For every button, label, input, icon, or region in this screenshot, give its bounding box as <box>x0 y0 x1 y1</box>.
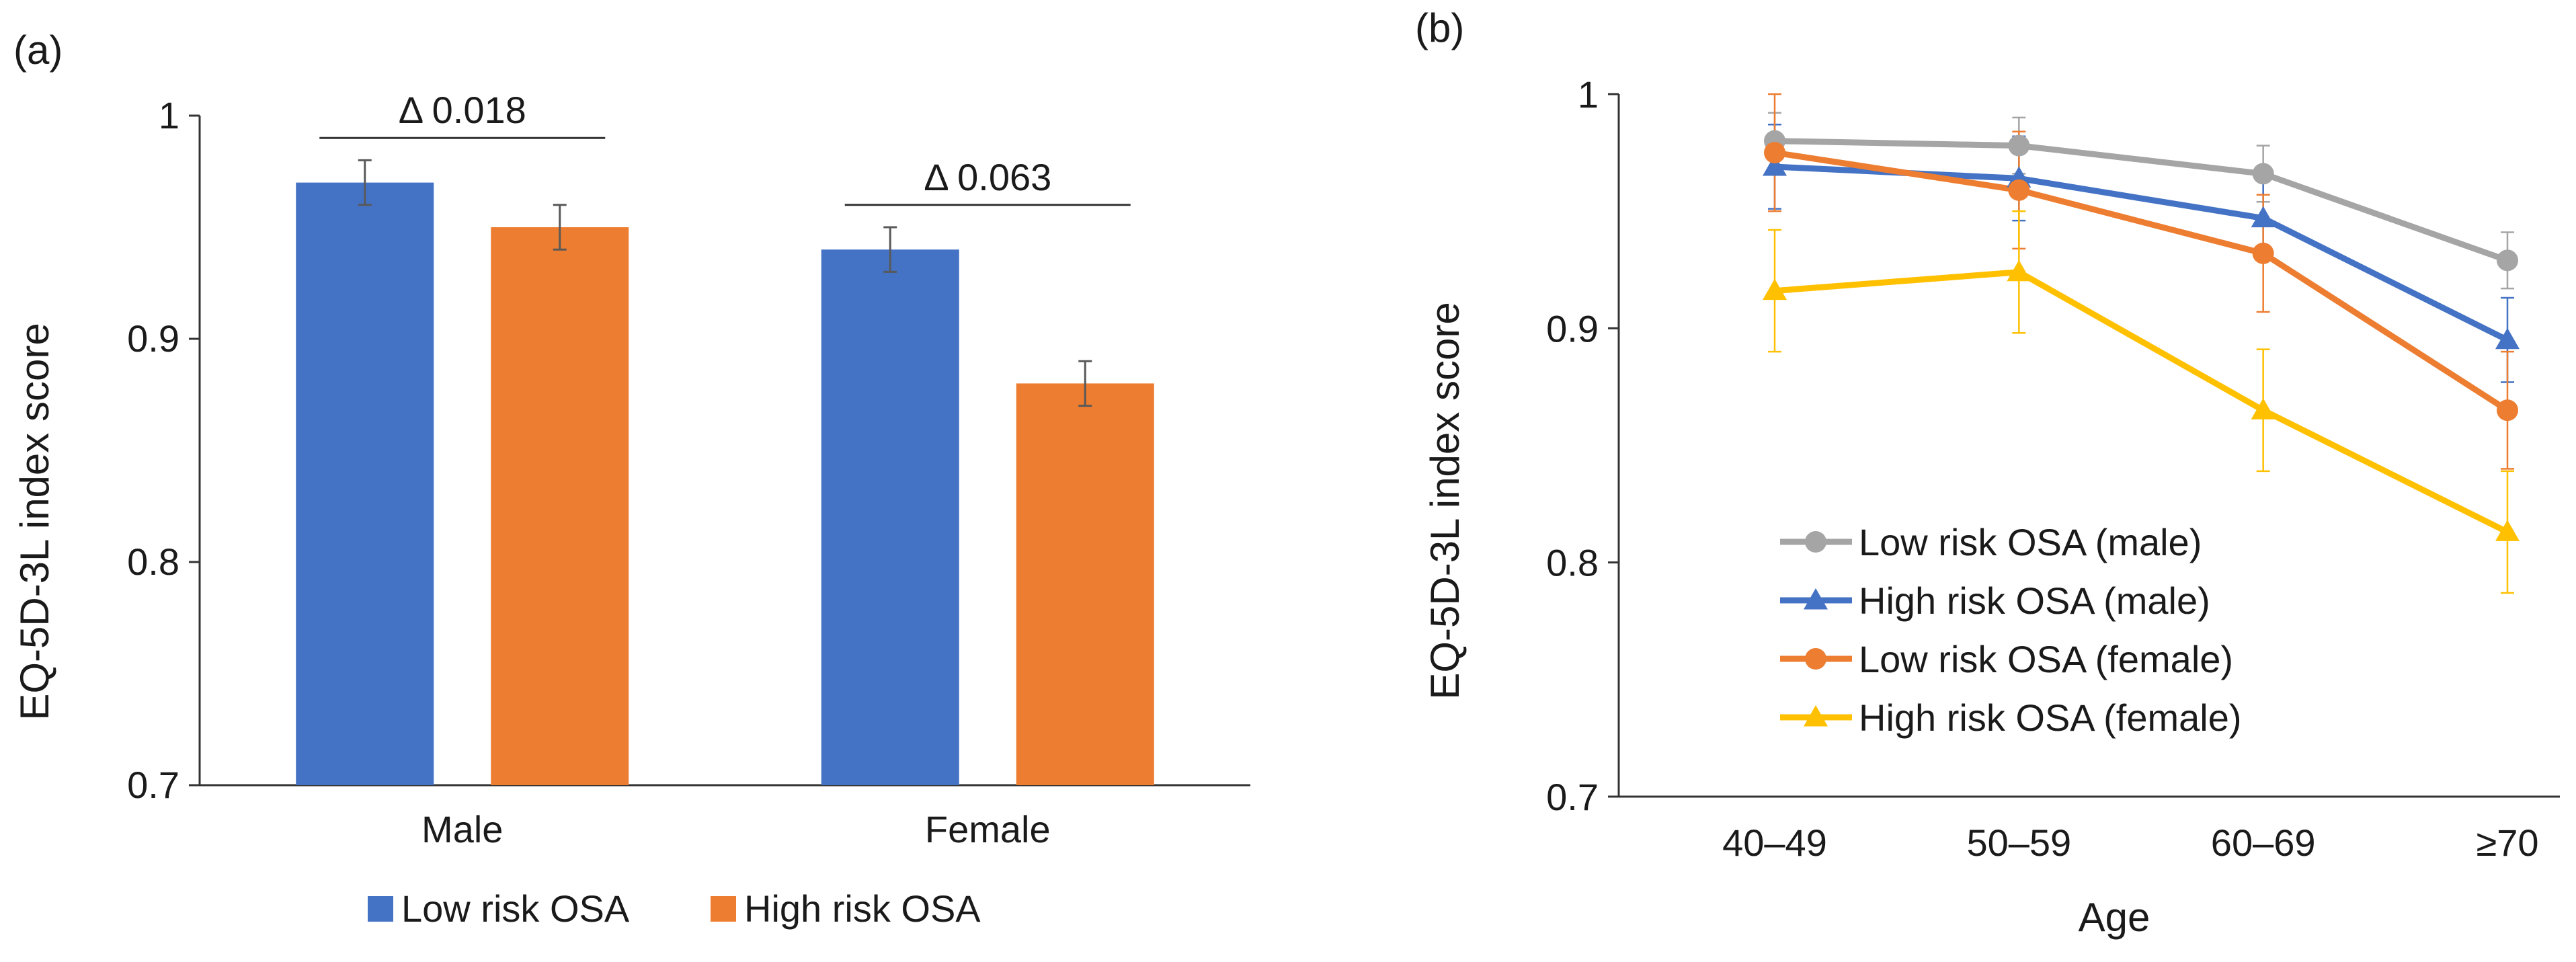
x-tick-label: Female <box>925 808 1051 850</box>
y-tick-label: 1 <box>159 94 179 136</box>
legend-label: Low risk OSA <box>401 887 630 930</box>
x-tick-label: 50–59 <box>1966 821 2071 864</box>
y-tick-label: 0.7 <box>127 764 179 806</box>
legend-marker <box>1805 648 1826 670</box>
data-point <box>2007 259 2031 282</box>
legend-label: High risk OSA (male) <box>1859 579 2210 622</box>
y-tick-label: 0.9 <box>127 317 179 360</box>
series-line <box>1774 269 2509 535</box>
panel-b-series-lines <box>1774 138 2509 535</box>
panel-b-y-axis-title: EQ-5D-3L index score <box>1422 302 1467 699</box>
panel-a-bars <box>296 182 1154 786</box>
legend-label: Low risk OSA (male) <box>1859 521 2202 563</box>
series-line <box>1774 138 2509 264</box>
data-point <box>2252 163 2274 185</box>
bar-low_risk <box>296 182 434 786</box>
data-point <box>1763 278 1787 300</box>
data-point <box>2008 179 2030 201</box>
legend-swatch <box>711 896 736 922</box>
legend-label: High risk OSA (female) <box>1859 696 2242 739</box>
panel-b-label: (b) <box>1415 5 1464 50</box>
series-line <box>1774 163 2509 343</box>
legend-marker <box>1805 531 1826 553</box>
delta-label: Δ 0.018 <box>399 89 526 131</box>
panel-b-axes <box>1608 93 2560 798</box>
delta-label: Δ 0.063 <box>924 156 1051 198</box>
data-point <box>1764 142 1785 164</box>
panel-a-y-ticks: 0.7 0.8 0.9 1 <box>127 94 179 806</box>
bar-high_risk <box>1016 383 1154 785</box>
y-tick-label: 0.7 <box>1546 776 1599 818</box>
data-point <box>2252 242 2274 264</box>
panel-b-x-axis-title: Age <box>2079 895 2150 940</box>
legend-label: Low risk OSA (female) <box>1859 638 2233 680</box>
panel-a-annotations: Δ 0.018 Δ 0.063 <box>319 89 1131 206</box>
data-point <box>2495 327 2520 350</box>
data-point <box>2251 206 2276 228</box>
panel-b-line-chart: (b) EQ-5D-3L index score Age 0.70.80.91 … <box>1415 5 2560 940</box>
bar-high_risk <box>491 227 629 785</box>
data-point <box>2251 398 2276 419</box>
panel-a-error-bars <box>358 159 1092 407</box>
y-tick-label: 0.9 <box>1546 307 1599 350</box>
x-tick-label: 60–69 <box>2211 821 2316 864</box>
legend-marker <box>1804 588 1828 610</box>
panel-a-x-ticks: Male Female <box>421 808 1051 850</box>
panel-b-y-ticks: 0.7 0.8 0.9 1 <box>1546 73 1599 818</box>
data-point <box>2008 134 2030 157</box>
legend-label: High risk OSA <box>744 887 981 930</box>
data-point <box>2495 520 2520 541</box>
data-point <box>2497 399 2518 422</box>
bar-low_risk <box>821 249 959 785</box>
panel-b-x-ticks: 40–49 50–59 60–69 ≥70 <box>1722 821 2538 864</box>
legend-marker <box>1804 705 1828 727</box>
panel-a-legend: Low risk OSA High risk OSA <box>368 887 981 930</box>
legend-swatch <box>368 896 393 922</box>
panel-a-bar-chart: (a) EQ-5D-3L index score 0.7 0.8 0.9 1 Δ 0.… <box>12 28 1250 930</box>
panel-b-markers <box>1763 130 2520 541</box>
x-tick-label: ≥70 <box>2476 821 2538 864</box>
data-point <box>1763 154 1787 176</box>
data-point <box>2497 249 2518 272</box>
series-line <box>1774 149 2509 413</box>
y-tick-label: 0.8 <box>127 540 179 583</box>
panel-a-label: (a) <box>13 28 63 73</box>
panel-a-y-axis-title: EQ-5D-3L index score <box>12 323 57 720</box>
panel-b-legend: Low risk OSA (male) High risk OSA (male) L… <box>1780 521 2242 739</box>
y-tick-label: 1 <box>1578 73 1599 116</box>
y-tick-label: 0.8 <box>1546 542 1599 584</box>
x-tick-label: Male <box>421 808 503 850</box>
x-tick-label: 40–49 <box>1722 821 1827 864</box>
